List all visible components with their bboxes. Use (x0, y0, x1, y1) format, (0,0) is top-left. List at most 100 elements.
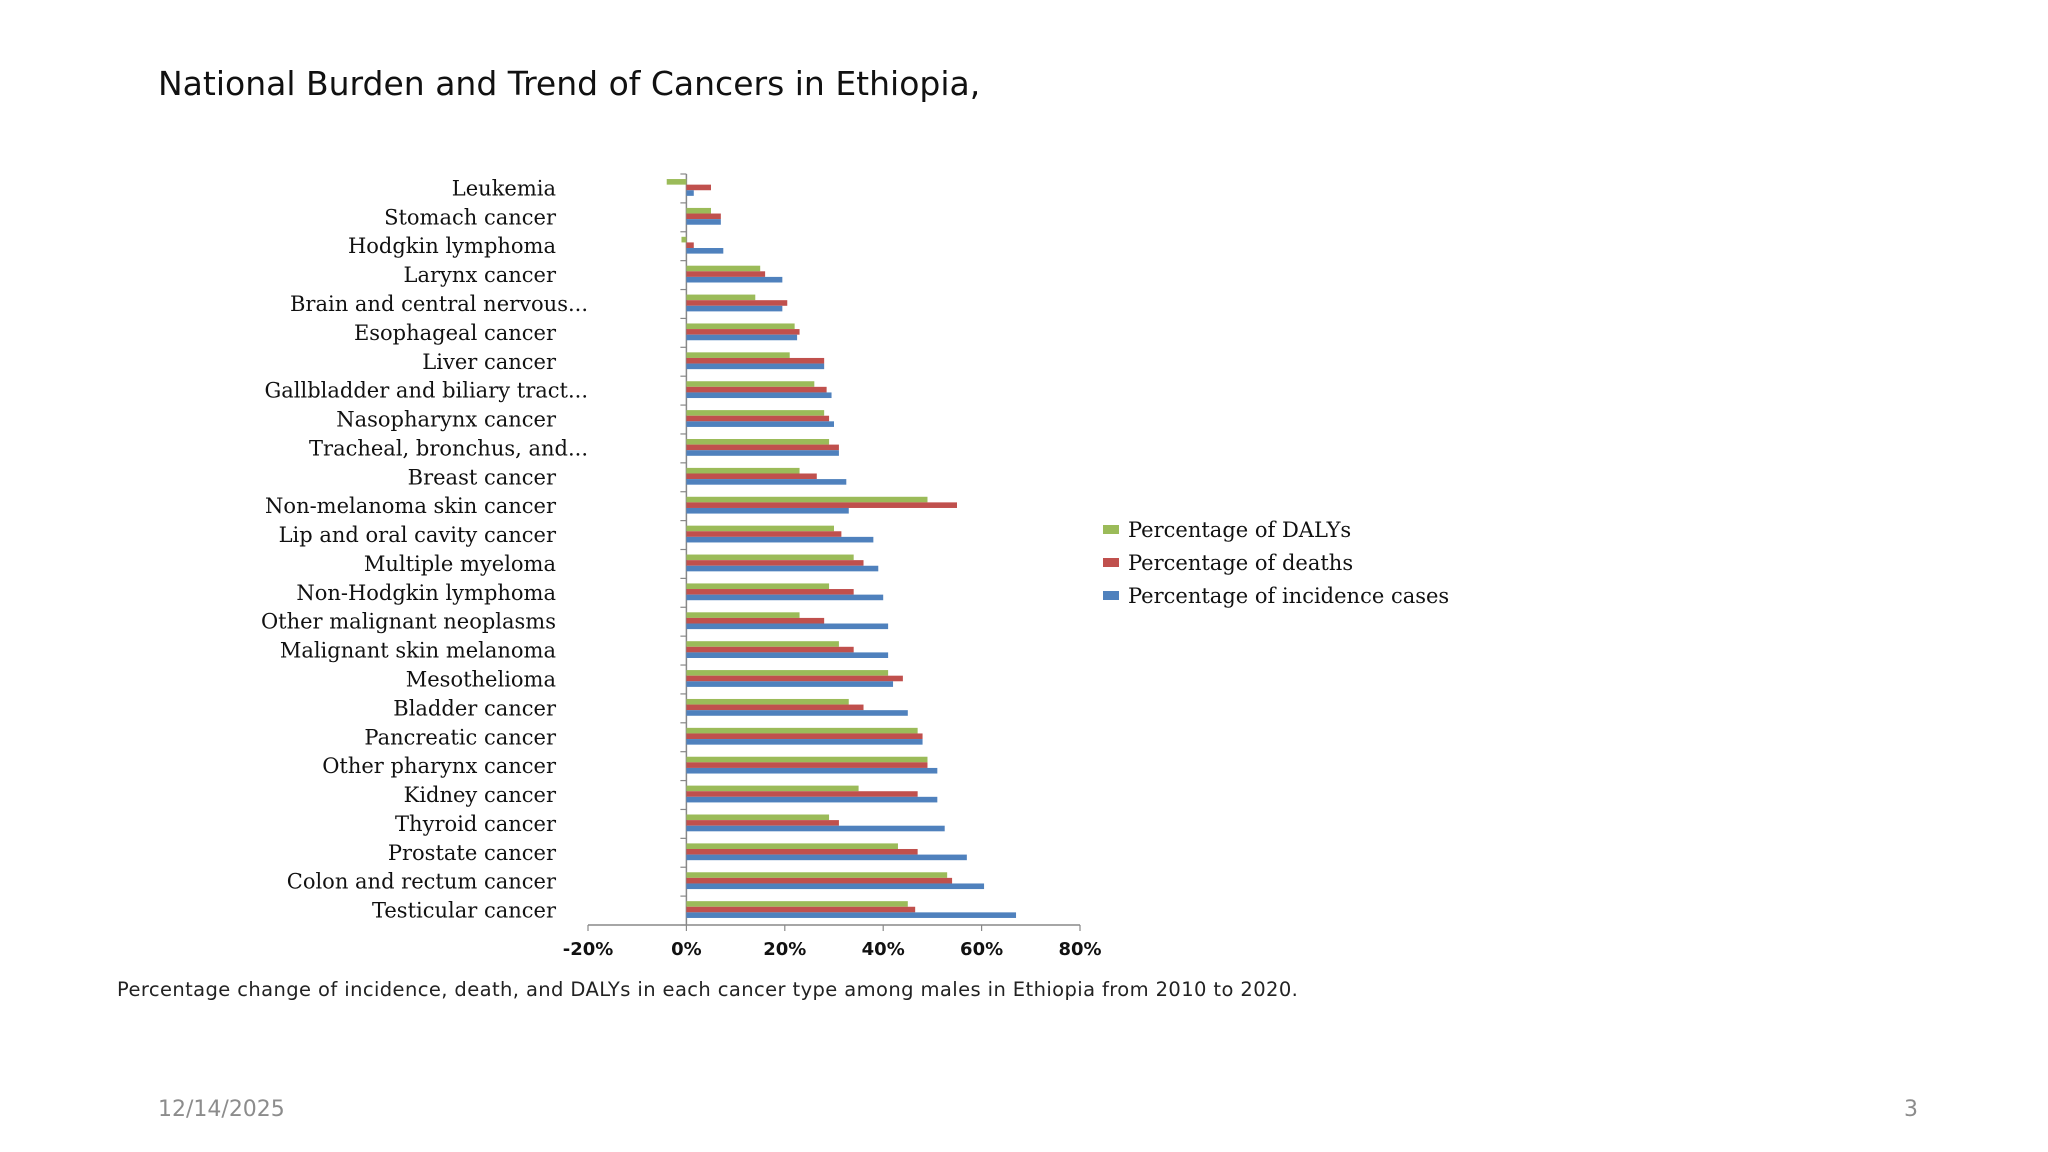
category-label: Pancreatic cancer (364, 725, 557, 749)
bar-percentage-of-deaths (686, 560, 864, 566)
bar-percentage-of-incidence-cases (686, 536, 874, 543)
category-label: Non-melanoma skin cancer (265, 494, 557, 518)
bar-percentage-of-deaths (686, 733, 923, 740)
category-label: Mesothelioma (406, 667, 556, 691)
bar-percentage-of-incidence-cases (686, 334, 798, 341)
category-label: Breast cancer (408, 465, 557, 489)
category-label: Liver cancer (422, 350, 557, 374)
bar-percentage-of-dalys (666, 179, 687, 185)
bar-percentage-of-dalys (686, 410, 825, 416)
bar-percentage-of-incidence-cases (686, 565, 879, 572)
bar-percentage-of-deaths (686, 329, 800, 335)
category-label: Kidney cancer (404, 783, 557, 807)
bar-percentage-of-dalys (686, 785, 859, 792)
figure-caption: Percentage change of incidence, death, a… (117, 978, 1299, 1001)
category-label: Stomach cancer (384, 205, 557, 229)
category-label: Non-Hodgkin lymphoma (296, 581, 556, 605)
bar-percentage-of-dalys (686, 612, 800, 618)
bar-percentage-of-incidence-cases (686, 248, 724, 254)
bar-percentage-of-dalys (681, 236, 687, 243)
bar-percentage-of-incidence-cases (686, 825, 945, 832)
bar-percentage-of-incidence-cases (686, 190, 694, 196)
bar-percentage-of-incidence-cases (686, 883, 985, 890)
bar-percentage-of-dalys (686, 352, 790, 358)
legend-swatch (1103, 525, 1119, 534)
bar-percentage-of-deaths (686, 242, 694, 249)
bar-percentage-of-dalys (686, 323, 795, 330)
bar-percentage-of-deaths (686, 502, 957, 508)
bar-percentage-of-deaths (686, 473, 817, 480)
category-label: Leukemia (452, 176, 556, 200)
bar-percentage-of-incidence-cases (686, 710, 908, 716)
x-tick-label: 0% (671, 939, 702, 960)
category-label: Esophageal cancer (354, 321, 557, 345)
bar-percentage-of-incidence-cases (686, 767, 938, 774)
category-label: Other malignant neoplasms (261, 610, 556, 634)
bar-percentage-of-dalys (686, 872, 948, 878)
x-tick-label: 60% (960, 939, 1003, 960)
category-label: Multiple myeloma (364, 552, 556, 576)
bar-percentage-of-deaths (686, 617, 825, 624)
bar-percentage-of-dalys (686, 265, 761, 272)
category-label: Hodgkin lymphoma (348, 234, 556, 258)
bar-percentage-of-dalys (686, 698, 849, 705)
bar-percentage-of-deaths (686, 357, 825, 364)
bar-percentage-of-deaths (686, 415, 830, 422)
slide-title: National Burden and Trend of Cancers in … (158, 64, 981, 103)
category-label: Brain and central nervous... (290, 292, 588, 316)
bar-percentage-of-incidence-cases (686, 479, 847, 485)
bar-percentage-of-deaths (686, 762, 928, 768)
bar-percentage-of-deaths (686, 906, 916, 913)
category-label: Malignant skin melanoma (280, 639, 556, 663)
page-number: 3 (1904, 1097, 1918, 1122)
bar-percentage-of-incidence-cases (686, 912, 1017, 918)
bar-percentage-of-deaths (686, 820, 839, 826)
bar-percentage-of-dalys (686, 207, 711, 214)
bar-percentage-of-incidence-cases (686, 392, 832, 399)
bar-percentage-of-deaths (686, 184, 711, 191)
bar-percentage-of-deaths (686, 675, 903, 682)
bar-percentage-of-incidence-cases (686, 305, 783, 312)
category-label: Prostate cancer (388, 841, 557, 865)
bar-percentage-of-dalys (686, 727, 918, 734)
bar-percentage-of-dalys (686, 294, 756, 301)
bar-percentage-of-dalys (686, 843, 898, 849)
bar-percentage-of-deaths (686, 531, 842, 537)
bar-percentage-of-incidence-cases (686, 739, 923, 745)
bar-percentage-of-dalys (686, 641, 839, 647)
legend-label: Percentage of incidence cases (1128, 584, 1449, 608)
bar-percentage-of-dalys (686, 670, 889, 676)
bar-percentage-of-deaths (686, 791, 918, 797)
footer-date: 12/14/2025 (158, 1097, 285, 1122)
bar-percentage-of-incidence-cases (686, 652, 889, 658)
bar-percentage-of-dalys (686, 525, 834, 532)
bar-percentage-of-dalys (686, 901, 908, 907)
bar-percentage-of-dalys (686, 554, 854, 561)
bar-percentage-of-deaths (686, 300, 788, 306)
category-label: Larynx cancer (404, 263, 557, 287)
legend-label: Percentage of deaths (1128, 551, 1353, 575)
category-label: Nasopharynx cancer (336, 408, 557, 432)
bar-percentage-of-dalys (686, 583, 830, 590)
bar-percentage-of-incidence-cases (686, 854, 967, 861)
bar-percentage-of-dalys (686, 756, 928, 763)
category-label: Other pharynx cancer (322, 754, 557, 778)
bar-percentage-of-deaths (686, 213, 721, 220)
x-tick-label: 40% (862, 939, 905, 960)
legend-swatch (1103, 591, 1119, 600)
bar-percentage-of-incidence-cases (686, 623, 889, 630)
category-label: Gallbladder and biliary tract... (264, 379, 588, 403)
bar-percentage-of-deaths (686, 386, 827, 393)
bar-percentage-of-dalys (686, 467, 800, 474)
bar-percentage-of-incidence-cases (686, 594, 884, 601)
category-label: Bladder cancer (393, 696, 557, 720)
x-tick-label: 20% (763, 939, 806, 960)
bar-percentage-of-dalys (686, 814, 830, 821)
bar-percentage-of-incidence-cases (686, 363, 825, 370)
bar-percentage-of-incidence-cases (686, 796, 938, 803)
bar-percentage-of-incidence-cases (686, 681, 894, 687)
bar-percentage-of-deaths (686, 271, 766, 277)
bar-percentage-of-deaths (686, 444, 839, 451)
bar-percentage-of-incidence-cases (686, 507, 849, 514)
